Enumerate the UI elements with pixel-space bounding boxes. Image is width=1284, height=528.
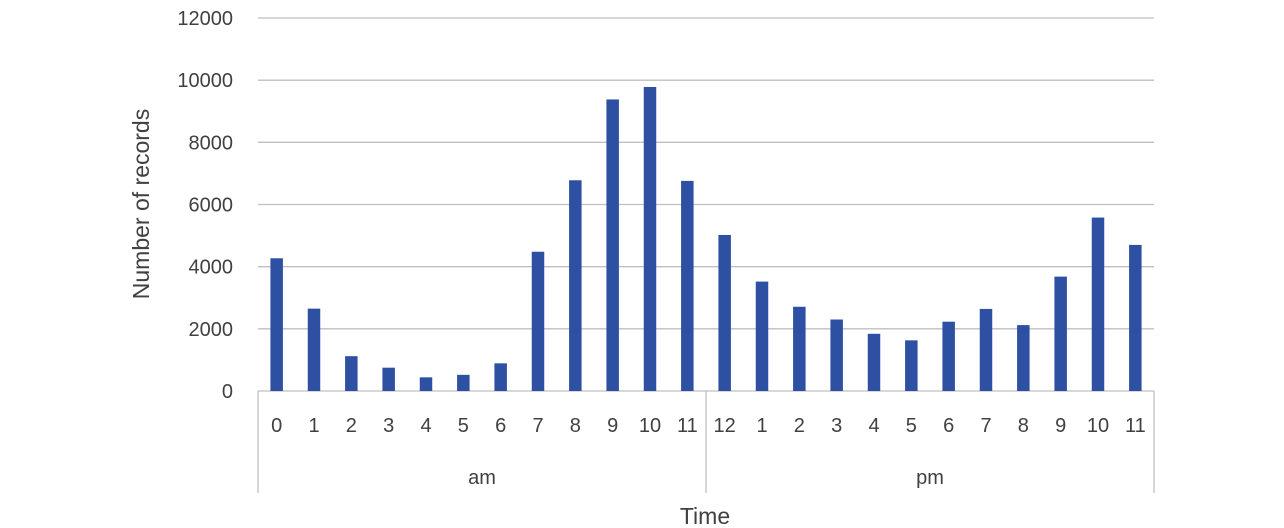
x-tick-label: 7: [532, 415, 543, 437]
bar: [830, 319, 843, 391]
x-tick-label: 10: [639, 415, 661, 437]
bar: [531, 251, 545, 391]
gridlines: [258, 17, 1154, 392]
bar: [457, 374, 470, 391]
x-tick-label: 5: [906, 415, 917, 437]
x-tick-label: 3: [383, 415, 394, 437]
bar: [942, 321, 955, 391]
x-tick-label: 8: [570, 415, 581, 437]
bars: [270, 87, 1142, 392]
bar: [1017, 325, 1030, 391]
bar: [382, 367, 395, 391]
x-group-label: pm: [916, 467, 944, 489]
x-tick-label: 5: [458, 415, 469, 437]
x-tick-label: 10: [1087, 415, 1109, 437]
bar: [793, 306, 806, 391]
x-tick-label: 3: [831, 415, 842, 437]
y-axis-ticks: 0 2000 4000 6000 8000 10000 12000: [177, 8, 233, 403]
bar: [867, 333, 881, 391]
bar: [1091, 217, 1105, 391]
bar: [905, 340, 918, 391]
y-tick-label: 12000: [177, 8, 233, 30]
y-axis-title: Number of records: [128, 109, 154, 299]
x-tick-label: 7: [980, 415, 991, 437]
x-tick-label: 2: [346, 415, 357, 437]
y-tick-label: 10000: [177, 70, 233, 92]
bar: [569, 180, 582, 391]
bar: [1054, 276, 1067, 391]
bar: [419, 377, 433, 391]
bar: [718, 234, 731, 391]
bar: [345, 356, 358, 391]
x-tick-label: 12: [714, 415, 736, 437]
x-tick-label: 6: [495, 415, 506, 437]
x-tick-label: 9: [1055, 415, 1066, 437]
bar: [979, 308, 993, 391]
y-tick-label: 0: [222, 381, 233, 403]
x-group-label: am: [468, 467, 496, 489]
x-tick-label: 9: [607, 415, 618, 437]
bar: [606, 99, 619, 392]
y-tick-label: 8000: [189, 132, 234, 154]
x-tick-label: 2: [794, 415, 805, 437]
bar: [1129, 244, 1142, 391]
bar: [681, 180, 694, 391]
bar: [307, 308, 321, 391]
bar: [270, 258, 283, 391]
bar: [755, 281, 769, 391]
x-tick-label: 4: [868, 415, 879, 437]
x-tick-label: 6: [943, 415, 954, 437]
x-tick-label: 0: [271, 415, 282, 437]
x-tick-label: 11: [677, 415, 698, 437]
bar: [494, 363, 507, 391]
x-axis-title: Time: [680, 503, 730, 528]
x-tick-label: 1: [756, 415, 767, 437]
x-tick-label: 1: [308, 415, 319, 437]
y-tick-label: 4000: [189, 257, 234, 279]
y-tick-label: 6000: [189, 195, 234, 217]
x-tick-label: 11: [1125, 415, 1146, 437]
y-tick-label: 2000: [189, 319, 234, 341]
bar: [643, 87, 657, 391]
x-tick-label: 8: [1018, 415, 1029, 437]
x-tick-label: 4: [420, 415, 431, 437]
